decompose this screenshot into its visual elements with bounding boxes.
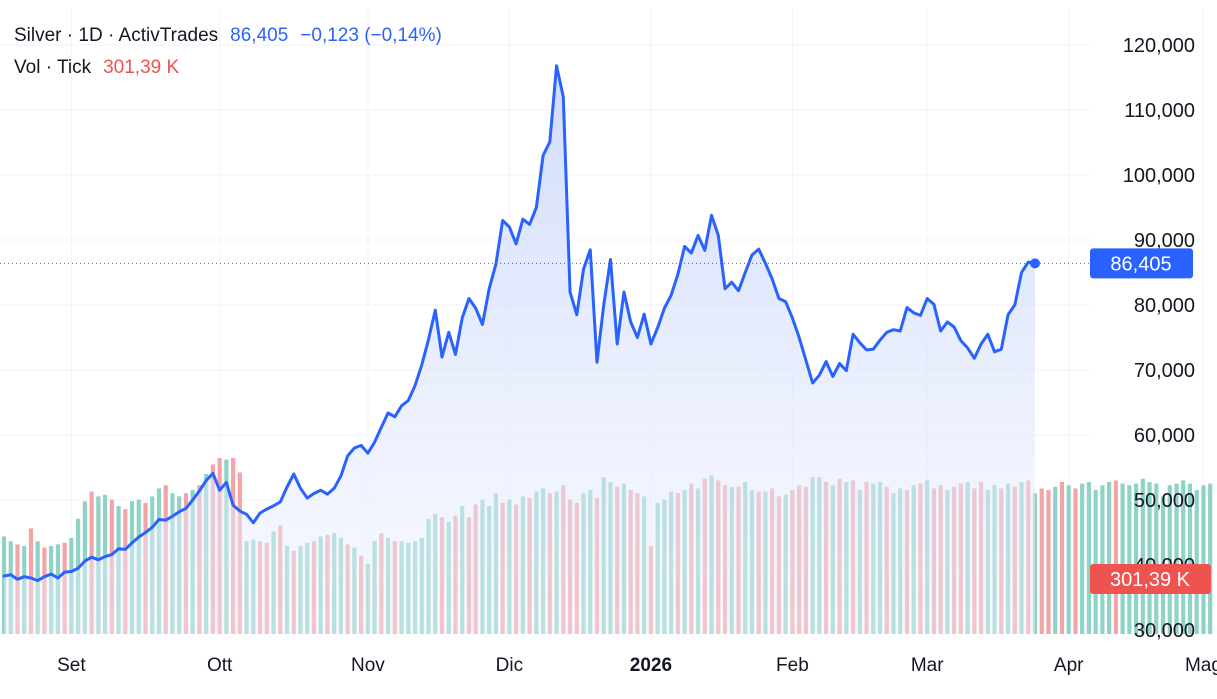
legend-row-volume: Vol · Tick 301,39 K bbox=[14, 52, 442, 84]
legend-vol-value: 301,39 K bbox=[103, 57, 180, 78]
price-line bbox=[2, 64, 1037, 583]
y-tick-label: 110,000 bbox=[1124, 100, 1195, 122]
legend-sep-2: · bbox=[107, 25, 115, 46]
y-tick-label: 30,000 bbox=[1134, 620, 1195, 642]
legend-vol-type: Tick bbox=[56, 57, 92, 78]
last-price-point bbox=[1030, 258, 1040, 269]
volume-bar bbox=[1046, 490, 1051, 634]
volume-bar bbox=[1194, 490, 1199, 634]
volume-bar bbox=[1120, 483, 1125, 634]
chart-legend: Silver · 1D · ActivTrades 86,405 −0,123 … bbox=[14, 20, 442, 84]
y-tick-label: 100,000 bbox=[1123, 165, 1195, 187]
volume-badge-bg bbox=[1090, 564, 1211, 594]
legend-change-abs: −0,123 bbox=[300, 25, 359, 46]
y-tick-label: 70,000 bbox=[1134, 360, 1195, 382]
x-tick-label: Mar bbox=[911, 655, 944, 676]
volume-bar bbox=[1039, 488, 1044, 634]
volume-bar bbox=[1187, 483, 1193, 634]
volume-bar bbox=[1208, 483, 1213, 634]
volume-bar bbox=[1201, 485, 1206, 634]
y-tick-label: 120,000 bbox=[1123, 35, 1195, 57]
volume-bar bbox=[1053, 486, 1058, 634]
y-tick-label: 50,000 bbox=[1134, 490, 1195, 512]
volume-bar bbox=[1154, 483, 1159, 634]
x-tick-label: Set bbox=[57, 655, 86, 676]
volume-bar bbox=[1147, 482, 1152, 634]
legend-change: −0,123 (−0,14%) bbox=[300, 20, 442, 52]
legend-volume-title[interactable]: Vol · Tick bbox=[14, 52, 91, 84]
volume-bar bbox=[1113, 480, 1118, 634]
x-tick-label: 2026 bbox=[630, 655, 672, 676]
x-tick-label: Nov bbox=[351, 655, 385, 676]
axis-layer: 120,000 110,000 100,000 90,000 80,000 70,000 6… bbox=[57, 35, 1217, 676]
y-tick-label: 60,000 bbox=[1134, 425, 1195, 447]
y-tick-label: 80,000 bbox=[1134, 295, 1195, 317]
y-tick-label: 90,000 bbox=[1134, 230, 1195, 252]
volume-bar bbox=[1059, 482, 1065, 634]
legend-sep-1: · bbox=[66, 25, 74, 46]
legend-symbol: Silver bbox=[14, 25, 62, 46]
legend-title[interactable]: Silver · 1D · ActivTrades bbox=[14, 20, 218, 52]
volume-bar bbox=[1080, 483, 1085, 634]
legend-change-pct: (−0,14%) bbox=[364, 25, 442, 46]
price-badge-text: 86,405 bbox=[1110, 253, 1171, 275]
x-tick-label: Dic bbox=[496, 655, 523, 676]
volume-badge-text: 301,39 K bbox=[1110, 569, 1191, 591]
price-badge: 86,405 bbox=[1090, 248, 1193, 279]
volume-bar bbox=[1133, 483, 1139, 634]
volume-bar bbox=[1174, 483, 1179, 634]
volume-bar bbox=[1073, 488, 1078, 634]
legend-interval: 1D bbox=[78, 25, 103, 46]
volume-bar bbox=[1066, 485, 1071, 634]
price-area-fill bbox=[4, 65, 1035, 635]
volume-bar bbox=[1181, 480, 1186, 634]
x-tick-label: Apr bbox=[1054, 655, 1084, 676]
x-tick-label: Ott bbox=[207, 655, 233, 676]
volume-bar bbox=[1127, 485, 1132, 634]
x-tick-label: Feb bbox=[776, 655, 809, 676]
price-badge-bg bbox=[1090, 248, 1193, 279]
x-tick-label: Mag bbox=[1185, 655, 1217, 676]
volume-bar bbox=[1107, 482, 1112, 634]
volume-bar bbox=[1100, 485, 1105, 634]
overlay-layer bbox=[0, 258, 1090, 269]
legend-last-price: 86,405 bbox=[230, 25, 289, 46]
volume-bar bbox=[1093, 490, 1098, 634]
volume-bar bbox=[1086, 482, 1091, 634]
legend-row-price: Silver · 1D · ActivTrades 86,405 −0,123 … bbox=[14, 20, 442, 52]
legend-source: ActivTrades bbox=[118, 25, 219, 46]
legend-sep-3: · bbox=[45, 57, 53, 78]
area-layer bbox=[2, 64, 1037, 635]
volume-bar bbox=[1140, 478, 1145, 634]
volume-bar bbox=[1167, 485, 1172, 634]
legend-vol-label: Vol bbox=[14, 57, 41, 78]
volume-badge: 301,39 K bbox=[1090, 564, 1211, 594]
